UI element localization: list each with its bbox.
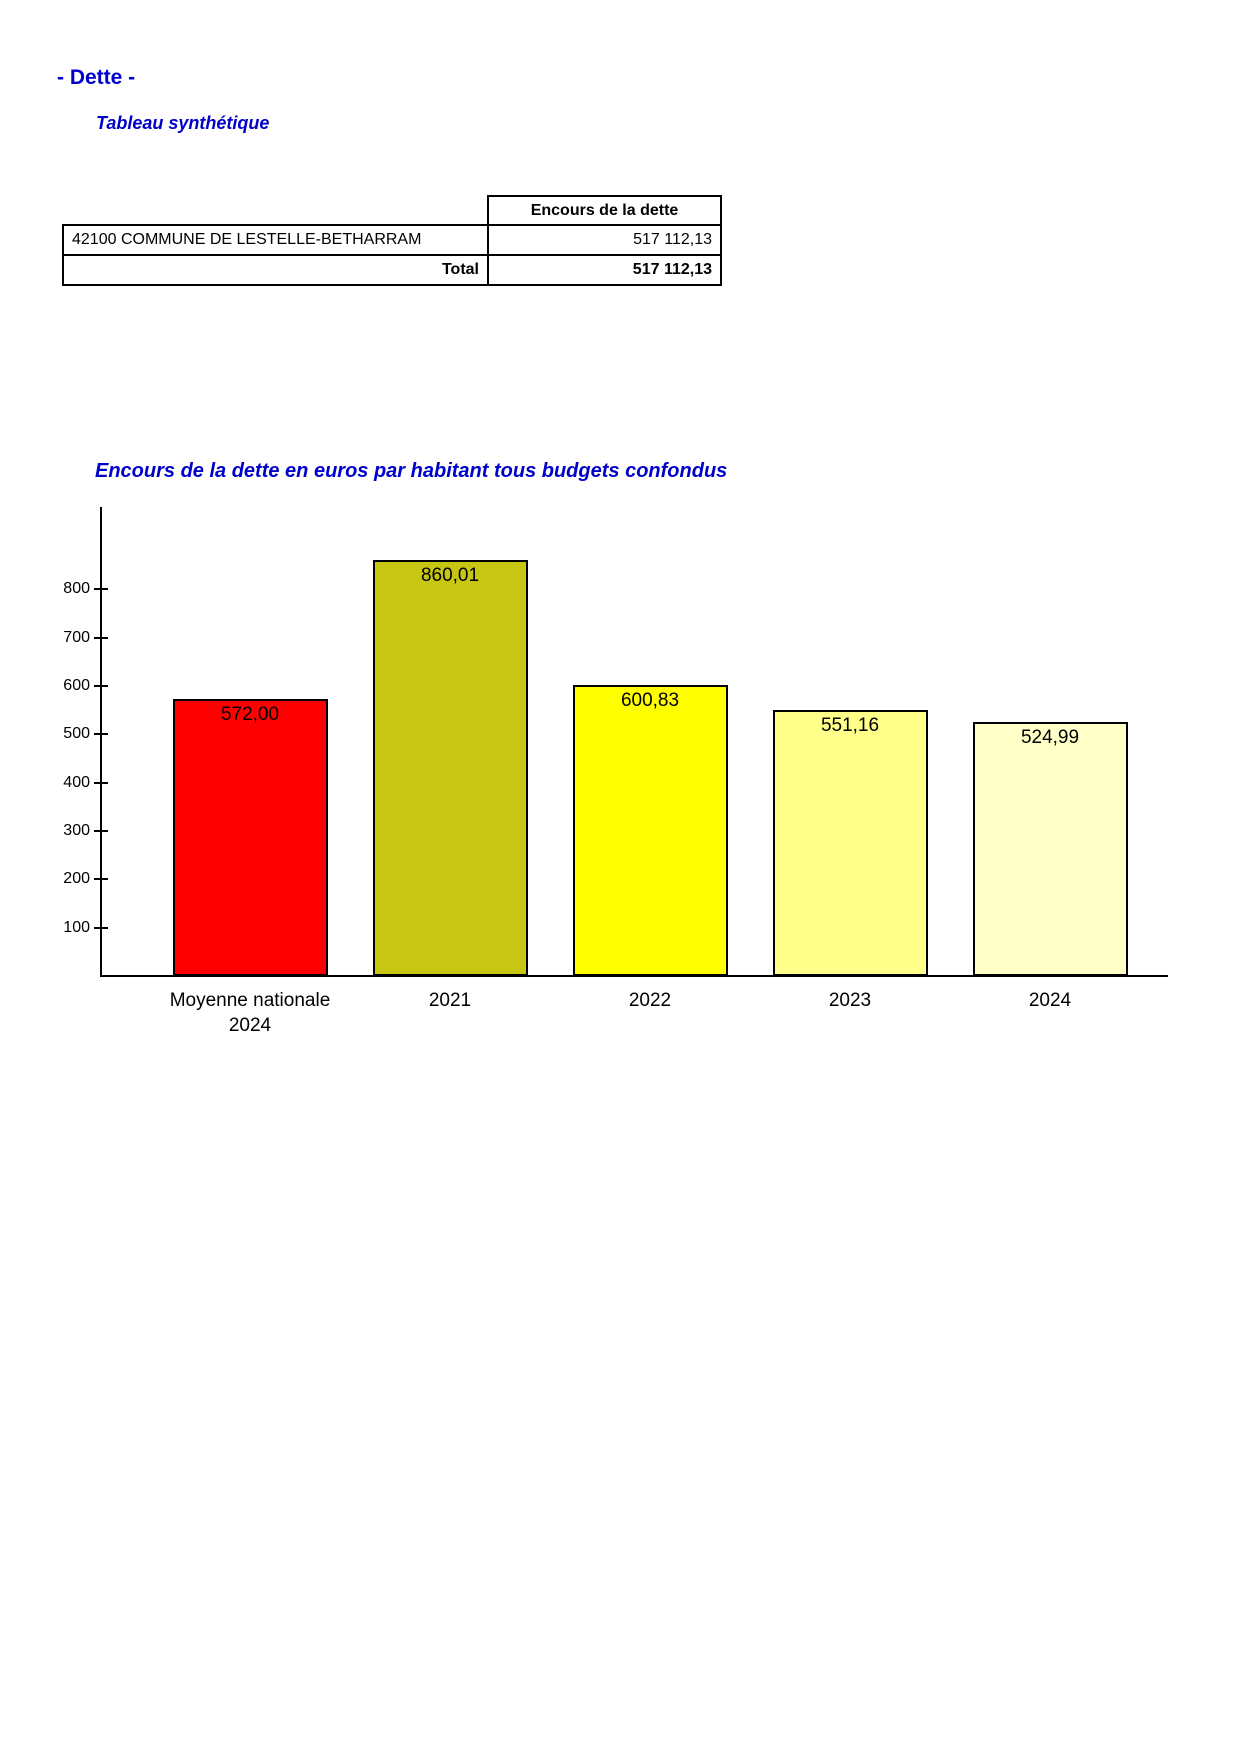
y-tick-label: 500 — [63, 725, 90, 743]
chart-title: Encours de la dette en euros par habitan… — [95, 460, 728, 482]
x-category-label-line: 2022 — [628, 990, 672, 1011]
bar-value-label: 860,01 — [420, 565, 480, 587]
y-tick — [94, 733, 108, 736]
y-axis — [100, 507, 102, 976]
y-tick — [94, 588, 108, 591]
x-category-label-line: Moyenne nationale — [169, 990, 331, 1011]
y-tick-label: 700 — [63, 628, 90, 646]
summary-table: Encours de la dette 42100 COMMUNE DE LES… — [62, 195, 722, 286]
table-header-cell: Encours de la dette — [487, 195, 722, 226]
y-tick — [94, 684, 108, 687]
section-subtitle: Tableau synthétique — [96, 113, 270, 133]
bar-value-label: 524,99 — [1020, 727, 1080, 749]
commune-label: 42100 COMMUNE DE LESTELLE-BETHARRAM — [62, 224, 489, 256]
y-tick-label: 100 — [63, 918, 90, 936]
x-axis — [100, 975, 1168, 977]
y-tick — [94, 636, 108, 639]
x-category-label-line: 2024 — [228, 1015, 272, 1036]
x-category-label: 2021 — [330, 988, 570, 1013]
y-tick — [94, 878, 108, 881]
x-category-label-line: 2023 — [828, 990, 872, 1011]
bar-value-label: 600,83 — [620, 690, 680, 712]
total-value: 517 112,13 — [487, 254, 722, 286]
bar-value-label: 572,00 — [220, 704, 280, 726]
x-category-label: Moyenne nationale 2024 — [130, 988, 370, 1038]
bar-value-label: 551,16 — [820, 714, 880, 736]
chart-bar: 572,00 — [172, 699, 328, 976]
y-tick — [94, 781, 108, 784]
y-tick — [94, 926, 108, 929]
chart-bar: 524,99 — [972, 722, 1128, 976]
x-category-label: 2024 — [930, 988, 1170, 1013]
total-label: Total — [62, 254, 489, 286]
chart-bar: 600,83 — [572, 685, 728, 976]
x-category-label: 2023 — [730, 988, 970, 1013]
x-category-label-line: 2021 — [428, 990, 472, 1011]
y-tick-label: 800 — [63, 580, 90, 598]
table-header-row: Encours de la dette — [63, 195, 722, 226]
table-total-row: Total 517 112,13 — [62, 254, 722, 286]
y-tick-label: 400 — [63, 773, 90, 791]
x-category-label-line: 2024 — [1028, 990, 1072, 1011]
y-tick-label: 200 — [63, 870, 90, 888]
chart-bar: 860,01 — [372, 560, 528, 976]
y-tick-label: 300 — [63, 821, 90, 839]
page-title: - Dette - — [57, 66, 136, 89]
x-category-label: 2022 — [530, 988, 770, 1013]
y-tick — [94, 829, 108, 832]
commune-value: 517 112,13 — [487, 224, 722, 256]
chart-bar: 551,16 — [772, 709, 928, 976]
table-row: 42100 COMMUNE DE LESTELLE-BETHARRAM 517 … — [62, 224, 722, 256]
y-tick-label: 600 — [63, 676, 90, 694]
